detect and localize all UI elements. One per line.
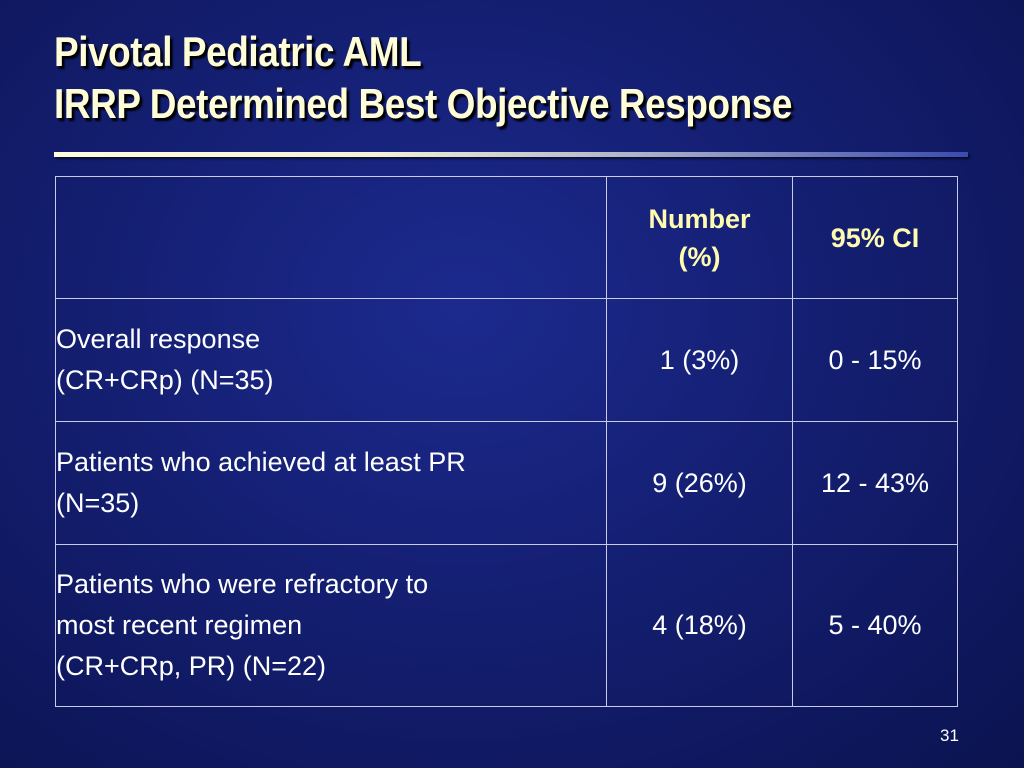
slide-title-line-2: IRRP Determined Best Objective Response [54,80,793,127]
row-ci-cell: 0 - 15% [792,298,958,422]
slide-title: Pivotal Pediatric AML IRRP Determined Be… [54,26,899,130]
row-number-cell: 9 (26%) [606,421,793,545]
row-label-line: (CR+CRp) (N=35) [56,365,274,395]
table-header-row: Number (%) 95% CI [55,176,958,299]
row-number-cell: 4 (18%) [606,544,793,707]
row-label-overall-response: Overall response (CR+CRp) (N=35) [55,298,607,422]
row-label-line: (CR+CRp, PR) (N=22) [56,651,327,681]
row-label-line: Patients who were refractory to [56,569,429,599]
table-row: Patients who achieved at least PR (N=35)… [55,421,958,545]
row-ci-cell: 5 - 40% [792,544,958,707]
table-row: Patients who were refractory to most rec… [55,544,958,707]
slide-title-line-1: Pivotal Pediatric AML [54,28,422,75]
row-ci-cell: 12 - 43% [792,421,958,545]
page-number: 31 [940,726,959,745]
table-row: Overall response (CR+CRp) (N=35) 1 (3%) … [55,298,958,422]
row-label-line: Patients who achieved at least PR [56,447,466,477]
title-underline-divider [54,152,968,157]
header-number-line-2: (%) [678,241,721,272]
row-number-cell: 1 (3%) [606,298,793,422]
row-label-line: Overall response [56,324,261,354]
header-number-line-1: Number [648,203,751,234]
header-number-percent: Number (%) [606,176,793,299]
header-95-ci: 95% CI [792,176,958,299]
row-label-refractory: Patients who were refractory to most rec… [55,544,607,707]
header-blank-cell [55,176,607,299]
row-label-line: (N=35) [56,488,140,518]
response-table: Number (%) 95% CI Overall response (CR+C… [55,176,958,707]
row-label-at-least-pr: Patients who achieved at least PR (N=35) [55,421,607,545]
row-label-line: most recent regimen [56,610,303,640]
